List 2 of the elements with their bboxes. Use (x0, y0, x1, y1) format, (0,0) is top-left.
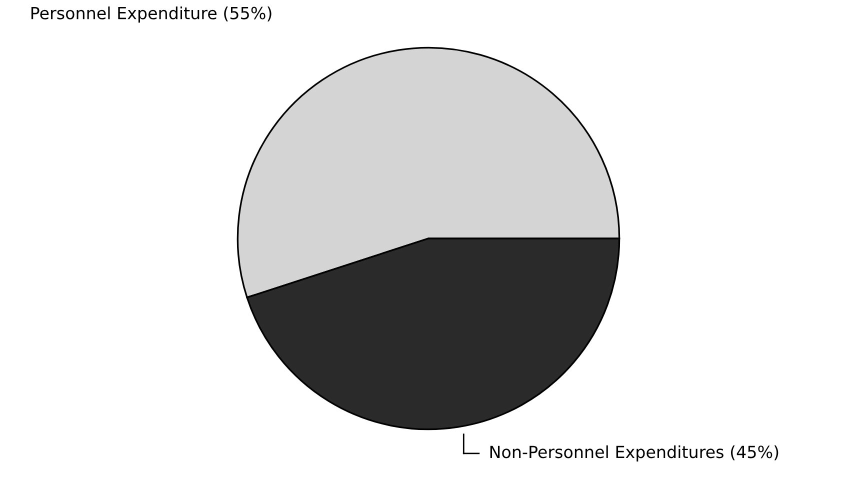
slice-label: Personnel Expenditure (55%) (31, 6, 272, 23)
legend-label: Non-Personnel Expenditures (45%) (490, 445, 778, 462)
